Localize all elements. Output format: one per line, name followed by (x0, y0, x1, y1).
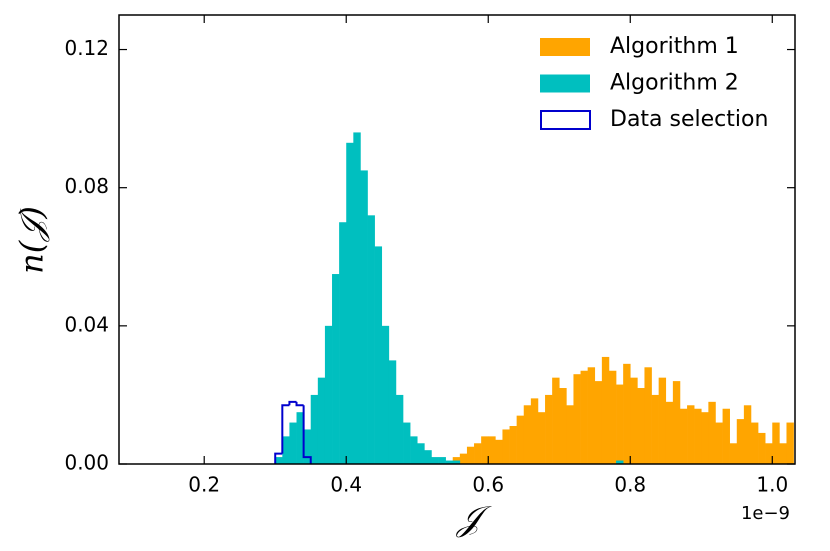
bar (481, 436, 489, 464)
bar (651, 394, 659, 464)
legend-label: Algorithm 2 (610, 71, 739, 96)
bar (360, 170, 368, 464)
bar (708, 401, 716, 464)
bar (317, 377, 326, 464)
bar (672, 381, 681, 464)
step-segment (274, 452, 283, 464)
bar (665, 401, 674, 464)
legend-swatch (540, 38, 590, 56)
bar (630, 377, 638, 464)
legend-swatch (540, 110, 591, 130)
bar (474, 443, 482, 464)
bar (566, 405, 574, 464)
step-segment (288, 400, 297, 406)
legend-swatch (540, 74, 590, 93)
bar (495, 439, 503, 464)
bar (452, 460, 461, 464)
bar (523, 405, 532, 464)
bar (616, 460, 624, 464)
bar (608, 370, 617, 464)
bar (786, 422, 794, 464)
plot-frame (118, 14, 796, 465)
bar (779, 443, 787, 464)
bar (694, 408, 702, 464)
bar (516, 415, 525, 464)
bar (275, 457, 283, 464)
bar (537, 412, 546, 464)
bar (552, 377, 560, 464)
bar (573, 374, 581, 464)
bar (346, 142, 354, 465)
legend-label: Data selection (610, 107, 768, 132)
bar (772, 422, 780, 464)
bar (381, 325, 390, 464)
bar (367, 215, 375, 464)
bar (722, 408, 730, 464)
bar (594, 381, 603, 464)
bar (758, 432, 766, 464)
x-tick-label: 1.0 (756, 473, 788, 497)
bar (403, 422, 411, 464)
bar (559, 388, 567, 464)
y-tick-label: 0.00 (64, 451, 109, 475)
bar (601, 356, 610, 464)
y-tick-label: 0.08 (64, 174, 109, 198)
bar (736, 419, 745, 464)
bar (332, 274, 340, 464)
step-segment (302, 405, 312, 464)
step-segment (295, 401, 304, 407)
bar (445, 460, 454, 464)
bar (353, 132, 361, 464)
bar (431, 457, 439, 464)
x-tick-label: 0.8 (614, 473, 646, 497)
bar (438, 457, 446, 464)
bar (658, 377, 667, 464)
bar (743, 405, 752, 464)
y-axis-label: n(𝒥) (13, 206, 51, 274)
bar (509, 426, 517, 464)
bar (616, 384, 624, 464)
step-segment (281, 404, 290, 454)
bar (324, 325, 333, 464)
bar (530, 398, 539, 464)
bar (339, 222, 347, 464)
bar (424, 450, 432, 464)
bar (502, 429, 510, 464)
bar (388, 360, 397, 464)
bar (296, 412, 304, 464)
bar (282, 436, 290, 464)
bar (701, 412, 709, 464)
bar (459, 453, 468, 464)
legend-label: Algorithm 1 (610, 34, 739, 59)
bar (765, 443, 773, 464)
x-offset-label: 1e−9 (741, 503, 790, 524)
bar (587, 367, 596, 464)
bar (395, 394, 404, 464)
bar (545, 394, 553, 464)
x-tick-label: 0.2 (188, 473, 220, 497)
bar (374, 246, 383, 464)
bar (410, 436, 418, 464)
y-tick-label: 0.12 (64, 36, 109, 60)
x-tick-label: 0.6 (472, 473, 504, 497)
bar (488, 436, 496, 464)
bar (310, 394, 319, 464)
bar (303, 429, 312, 464)
bar (466, 446, 475, 464)
bar (417, 443, 425, 464)
x-tick-label: 0.4 (330, 473, 362, 497)
bar (679, 408, 688, 464)
bar (750, 422, 759, 464)
bar (644, 367, 652, 464)
bar (623, 363, 631, 464)
bar (687, 405, 695, 464)
bar (729, 443, 738, 464)
bar (289, 422, 297, 464)
bar (715, 422, 723, 464)
x-axis-label: 𝒥 (455, 499, 492, 539)
y-tick-label: 0.04 (64, 312, 109, 336)
bar (580, 370, 588, 464)
bar (637, 388, 645, 464)
